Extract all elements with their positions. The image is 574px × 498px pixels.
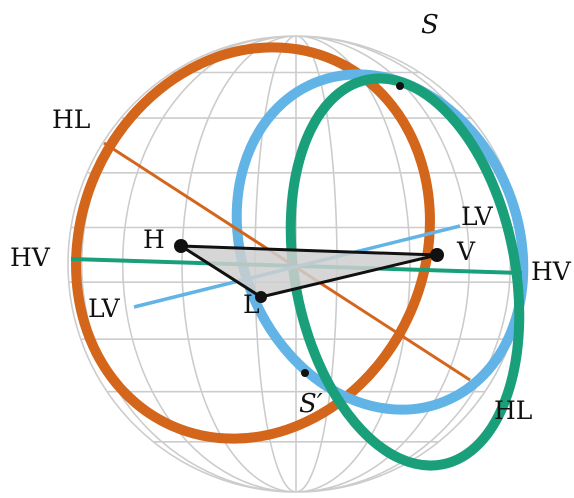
great-circle-green	[285, 73, 525, 471]
label-vertex-h: H	[143, 225, 165, 254]
great-circle-orange	[71, 42, 435, 444]
label-lv-left: LV	[88, 294, 121, 323]
label-hv-right: HV	[531, 257, 572, 286]
label-s-bottom: S′	[299, 389, 323, 419]
label-lv-right: LV	[461, 202, 494, 231]
meridian-line	[121, 36, 471, 492]
label-s-top: S	[421, 10, 439, 40]
hvl-triangle	[179, 244, 439, 299]
label-vertex-l: L	[243, 290, 260, 319]
label-vertex-v: V	[456, 237, 476, 266]
point-s-dot	[396, 82, 404, 90]
vertex-l-dot	[255, 291, 267, 303]
point-s-prime-dot	[301, 369, 309, 377]
great-circle-blue	[231, 69, 529, 415]
vertex-v-dot	[430, 248, 444, 262]
vertex-h-dot	[174, 239, 188, 253]
label-hl-top: HL	[52, 105, 90, 134]
label-hl-bottom: HL	[494, 396, 532, 425]
label-hv-left: HV	[10, 243, 51, 272]
